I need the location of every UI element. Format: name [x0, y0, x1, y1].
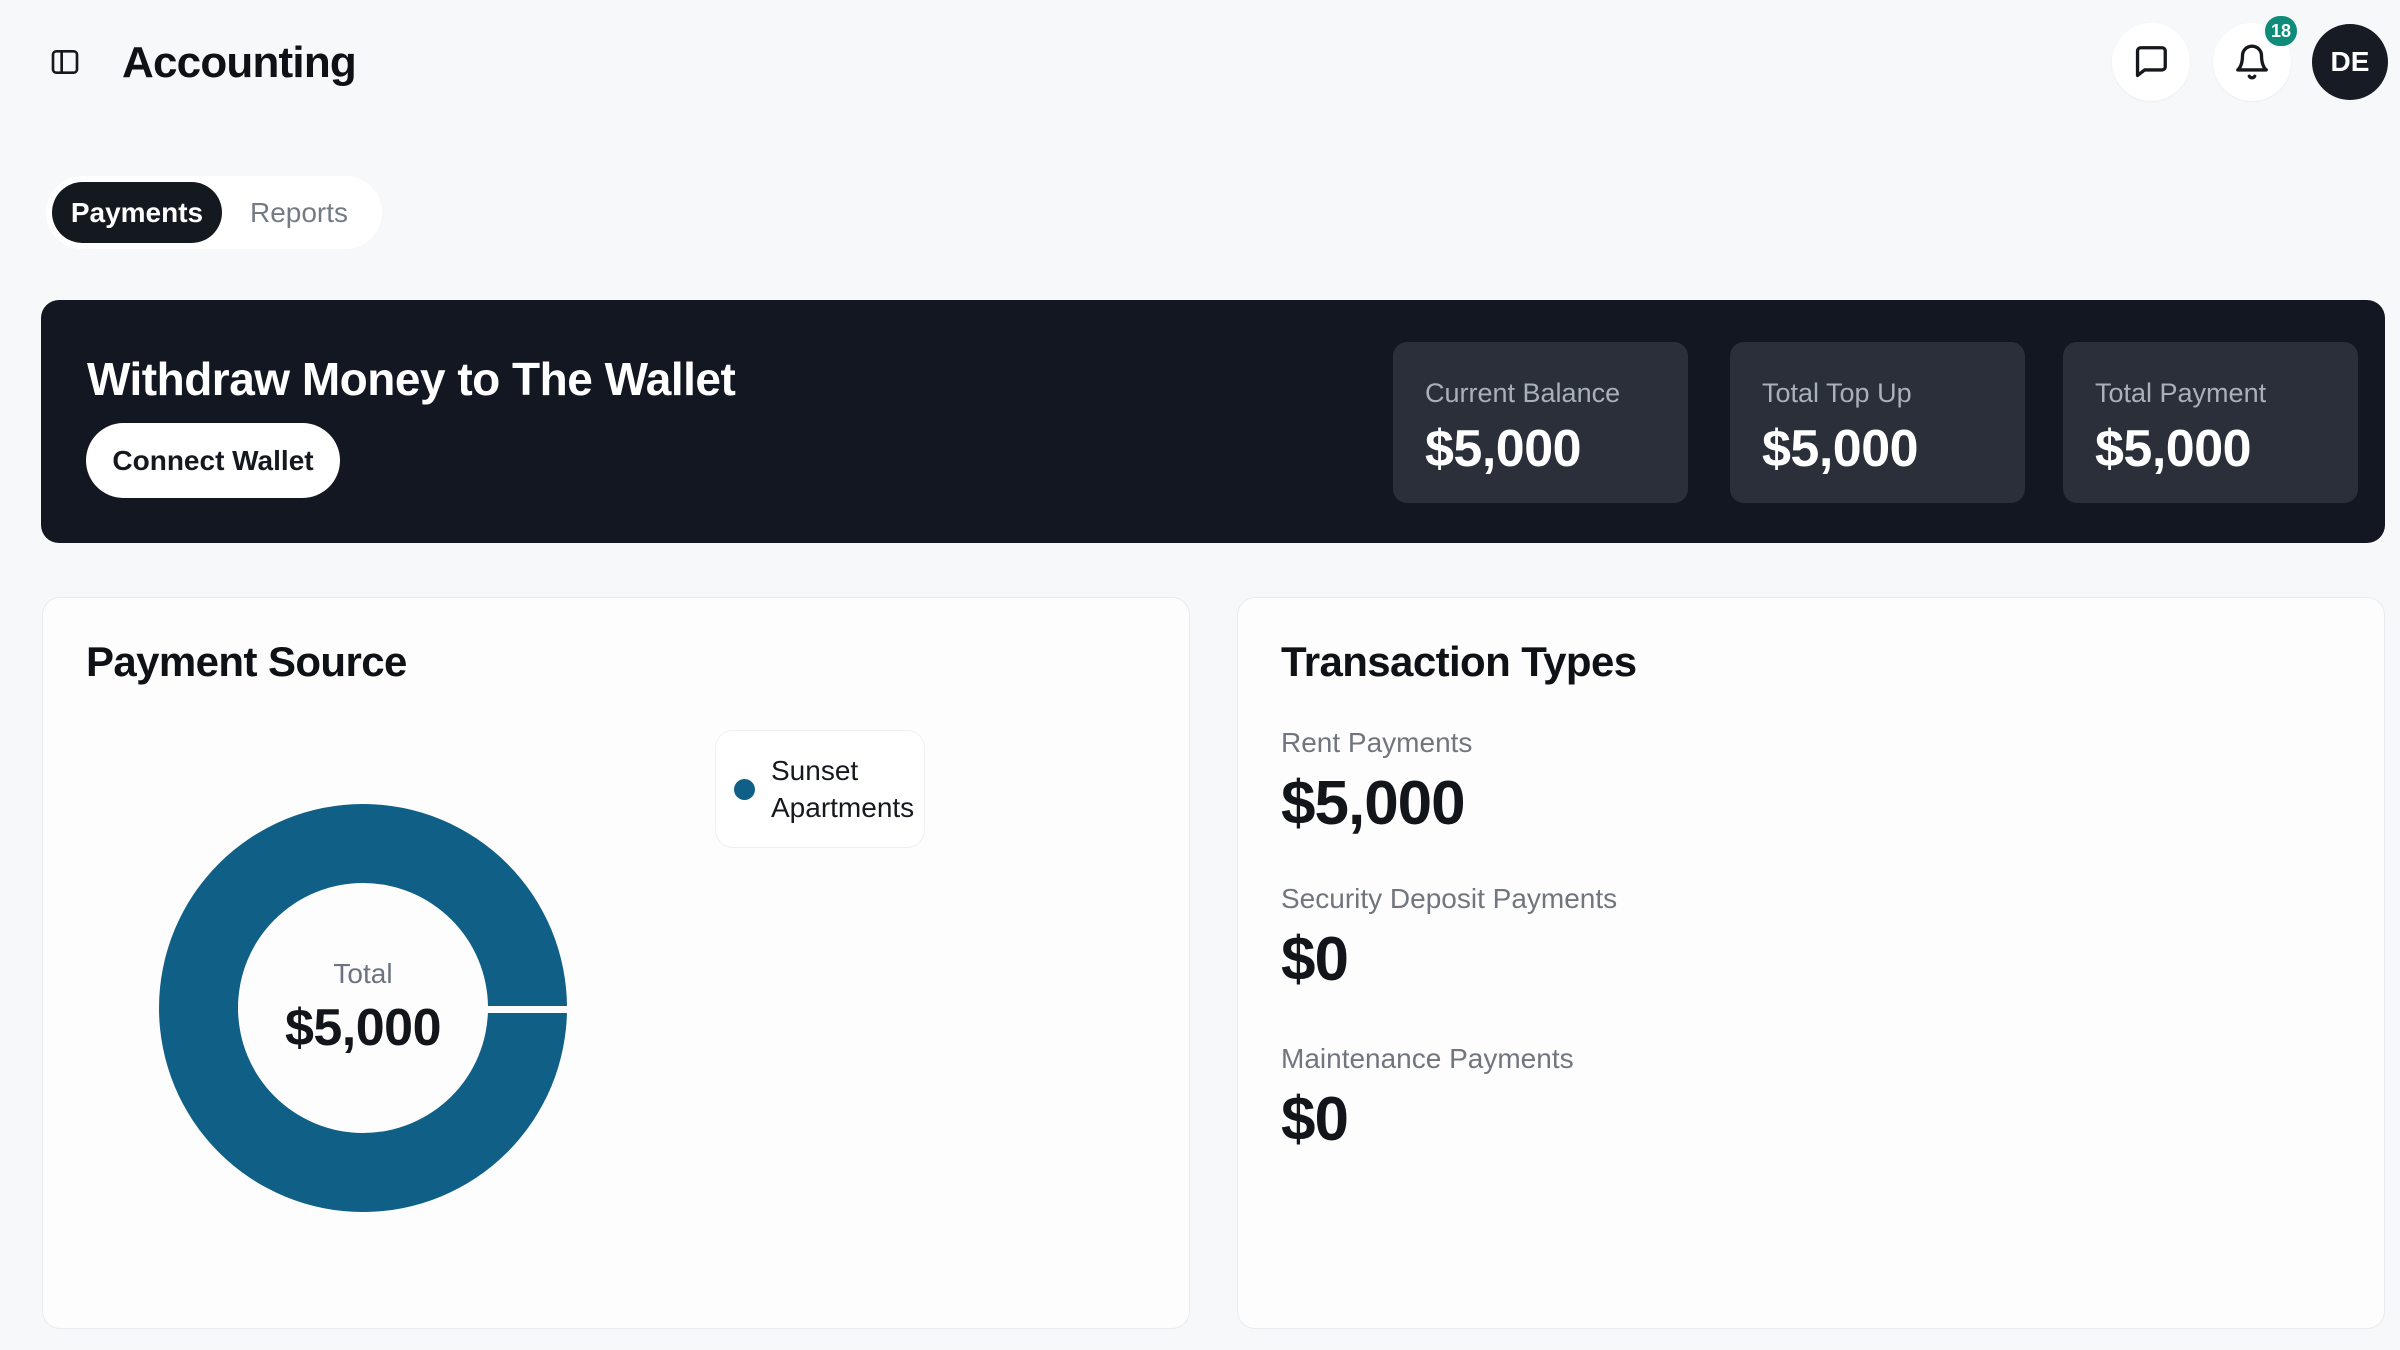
transaction-row-label: Rent Payments [1281, 727, 1473, 758]
donut-total-label: Total [333, 958, 393, 989]
connect-wallet-button[interactable]: Connect Wallet [86, 423, 340, 498]
stat-card-current-balance: Current Balance $5,000 [1393, 342, 1688, 503]
tab-bar: Payments Reports [46, 176, 382, 249]
stat-value: $5,000 [1425, 420, 1582, 478]
donut-center-text: Total $5,000 [213, 958, 513, 1058]
stat-label: Total Payment [2095, 378, 2267, 408]
stat-card-total-payment: Total Payment $5,000 [2063, 342, 2358, 503]
transaction-row-value: $0 [1281, 925, 1349, 994]
page-title: Accounting [122, 38, 357, 87]
tab-reports[interactable]: Reports [222, 182, 376, 243]
withdraw-banner [41, 300, 2385, 543]
messages-button[interactable] [2112, 23, 2190, 101]
transaction-types-title: Transaction Types [1281, 638, 1637, 685]
legend-dot-icon [734, 778, 755, 800]
bell-icon [2233, 43, 2271, 81]
legend-item-sunset-apartments[interactable]: Sunset Apartments [715, 730, 925, 848]
panel-left-icon [49, 46, 81, 78]
transaction-row-value: $5,000 [1281, 769, 1466, 838]
transaction-row-value: $0 [1281, 1085, 1349, 1154]
stat-label: Current Balance [1425, 378, 1621, 408]
notification-count-badge: 18 [2263, 14, 2300, 48]
payment-source-title: Payment Source [86, 638, 407, 685]
avatar[interactable]: DE [2312, 24, 2388, 100]
stat-value: $5,000 [2095, 420, 2252, 478]
tab-payments[interactable]: Payments [52, 182, 222, 243]
donut-hole [238, 883, 488, 1133]
transaction-types-card [1237, 597, 2385, 1329]
donut-segment-gap [478, 1006, 570, 1013]
stat-card-total-top-up: Total Top Up $5,000 [1730, 342, 2025, 503]
banner-title: Withdraw Money to The Wallet [87, 353, 736, 405]
transaction-row-label: Maintenance Payments [1281, 1043, 1574, 1074]
legend-label: Sunset Apartments [771, 755, 915, 823]
transaction-row-label: Security Deposit Payments [1281, 883, 1618, 914]
donut-total-value: $5,000 [284, 999, 442, 1057]
stat-label: Total Top Up [1762, 378, 1912, 408]
stat-value: $5,000 [1762, 420, 1919, 478]
chat-bubble-icon [2132, 43, 2170, 81]
sidebar-toggle-button[interactable] [48, 45, 82, 79]
